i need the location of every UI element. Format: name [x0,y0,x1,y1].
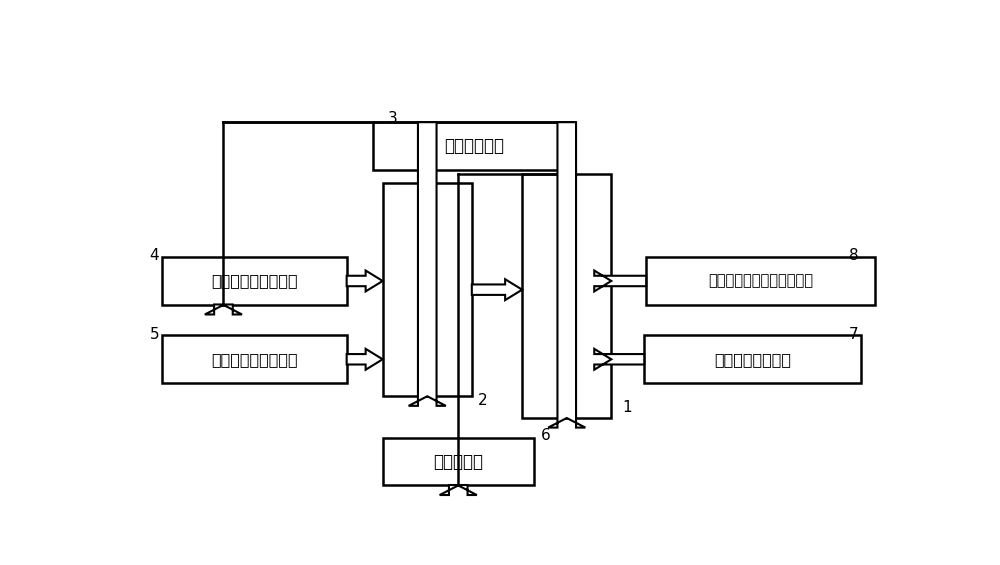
Text: 8: 8 [849,248,858,263]
Text: 2: 2 [478,393,488,408]
Polygon shape [594,271,646,292]
Bar [383,437,534,485]
Text: 6: 6 [541,428,551,443]
Polygon shape [594,349,644,370]
Text: 5: 5 [150,327,159,342]
Bar [162,336,347,383]
Text: 气象探空仪: 气象探空仪 [433,453,483,471]
Text: 气泵电机工作电流检测电路: 气泵电机工作电流检测电路 [708,273,813,289]
Text: 3: 3 [388,111,397,126]
Bar [162,257,347,305]
Bar [646,257,875,305]
Polygon shape [472,279,522,300]
Text: 4: 4 [150,248,159,263]
Text: 传感器温度检测电路: 传感器温度检测电路 [211,273,298,289]
Text: 电源电压检测电路: 电源电压检测电路 [714,352,791,367]
Polygon shape [440,485,477,495]
Text: 模
数
转
换
电
路: 模 数 转 换 电 路 [422,231,433,349]
Bar [383,183,472,396]
Text: 电压基准电路: 电压基准电路 [444,137,504,155]
Text: 7: 7 [849,327,858,342]
Text: 微电流信号检测电路: 微电流信号检测电路 [211,352,298,367]
Text: 处
理
电
路: 处 理 电 路 [561,257,572,336]
Bar [522,175,611,418]
Bar [373,122,574,170]
Polygon shape [205,305,242,315]
Polygon shape [409,122,446,406]
Text: 1: 1 [622,399,632,415]
Polygon shape [347,271,383,292]
Polygon shape [548,122,585,428]
Bar [644,336,861,383]
Polygon shape [347,349,383,370]
